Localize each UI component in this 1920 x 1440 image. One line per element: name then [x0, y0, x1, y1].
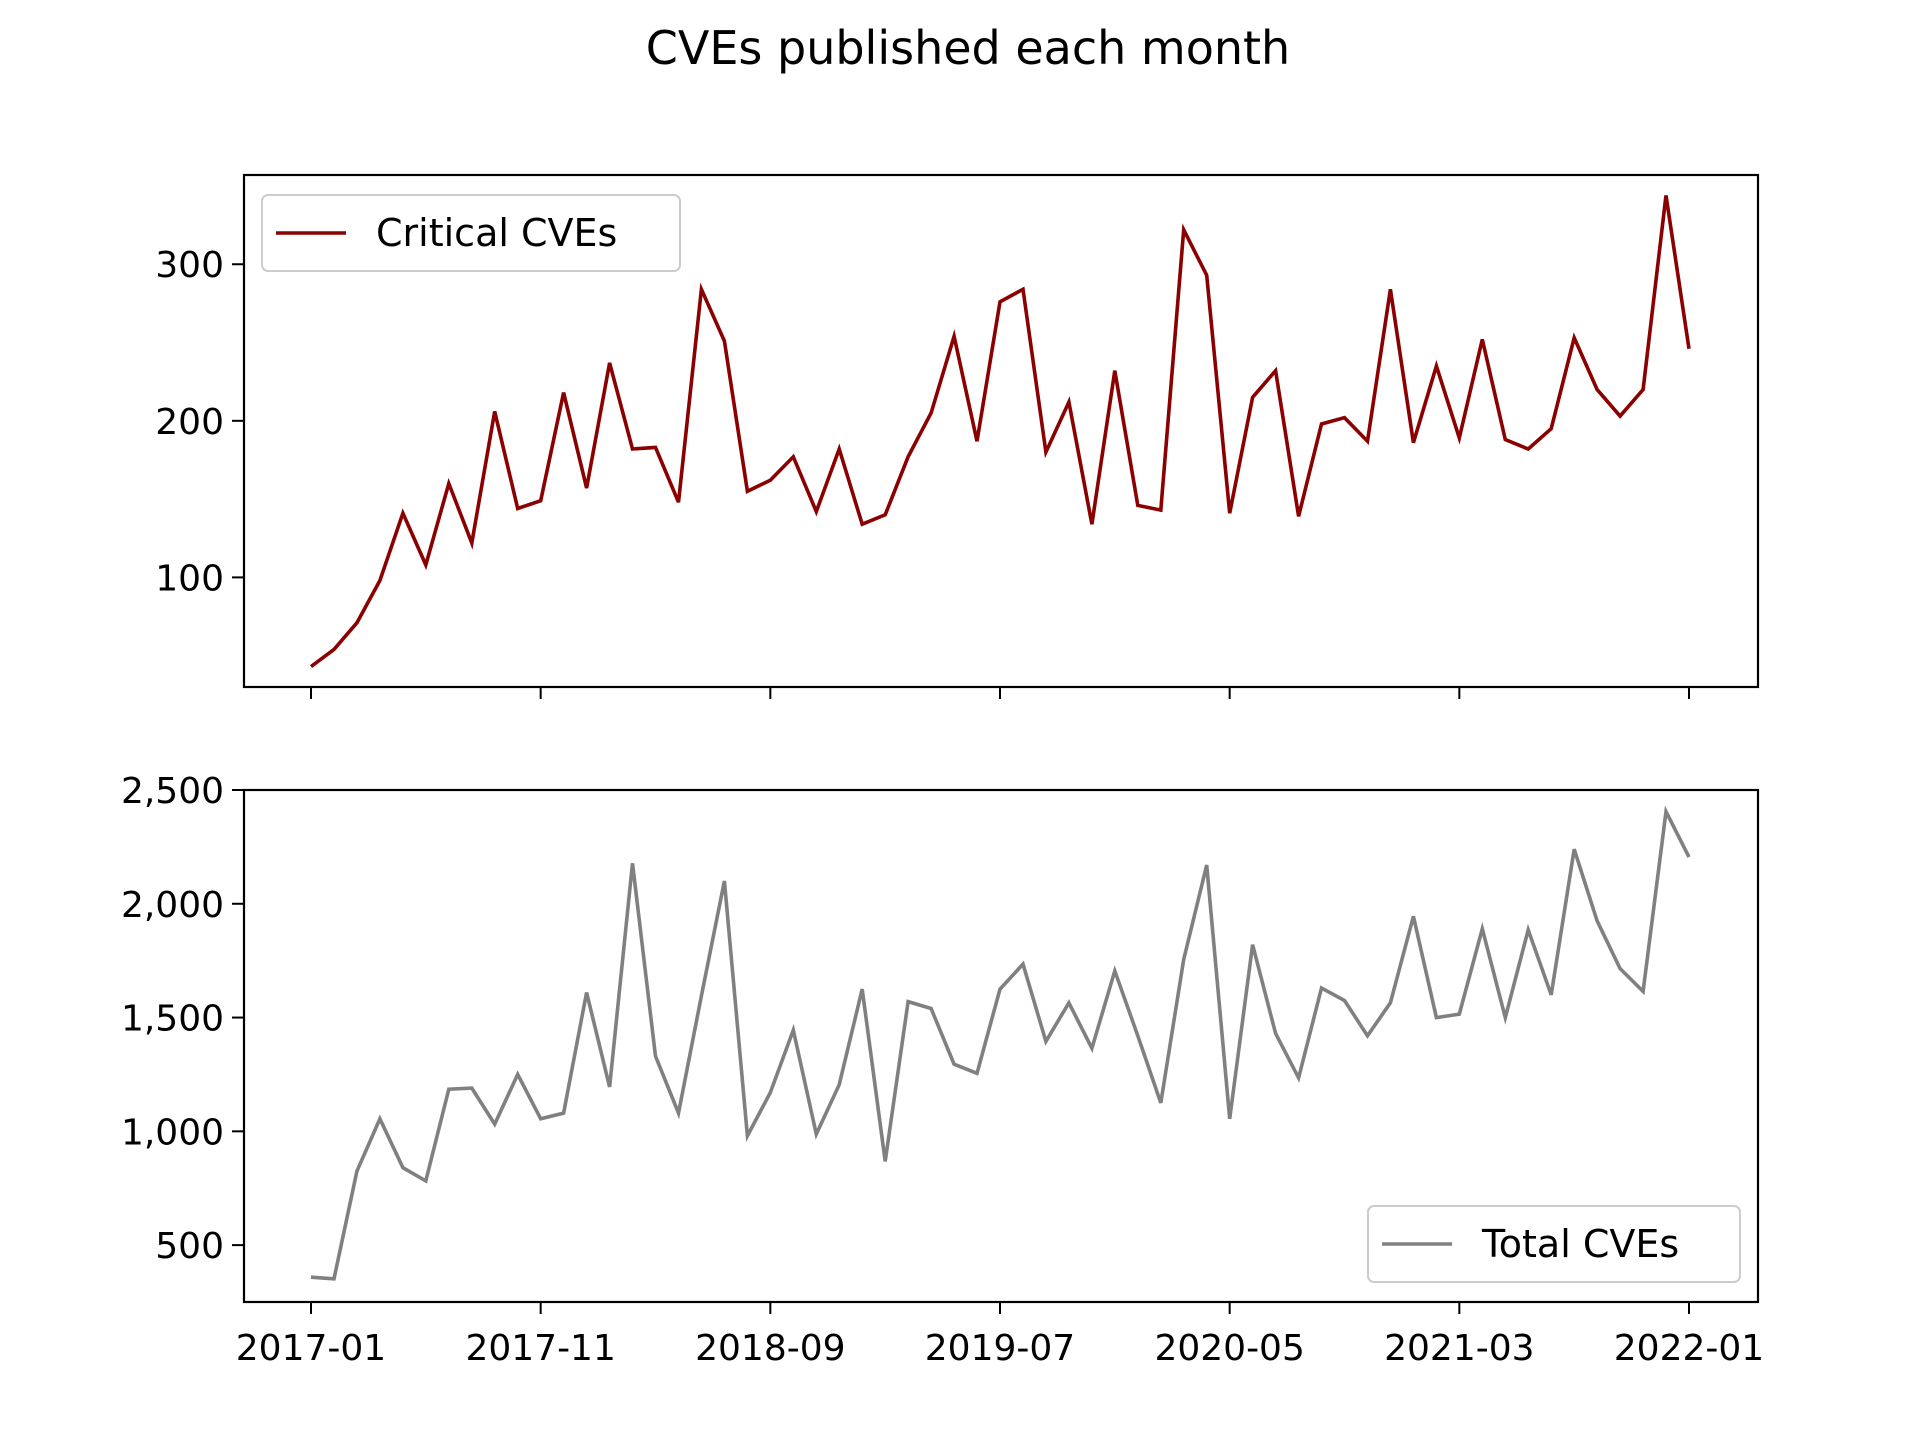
legend: Critical CVEs: [261, 194, 681, 272]
x-tick-label: 2019-07: [925, 1328, 1075, 1369]
x-tick-label: 2021-03: [1384, 1328, 1534, 1369]
figure-title: CVEs published each month: [646, 21, 1290, 75]
x-tick-label: 2020-05: [1154, 1328, 1304, 1369]
y-tick-label: 2,500: [121, 771, 224, 812]
series-line: [310, 805, 1691, 1281]
legend-box: [1367, 1205, 1741, 1283]
x-tick-label: 2017-11: [465, 1328, 615, 1369]
total-cves-panel: 2017-01 2017-11 2018-09 2019-07 2020-05 2021-…: [121, 771, 1764, 1369]
y-tick-label: 1,000: [121, 1112, 224, 1153]
critical-cves-panel: 100 200 300 Critical CVEs: [155, 173, 1760, 699]
x-tick-label: 2017-01: [236, 1328, 386, 1369]
legend-label: Critical CVEs: [376, 211, 617, 255]
y-tick-label: 100: [155, 558, 224, 599]
x-tick-label: 2018-09: [695, 1328, 845, 1369]
x-tick-label: 2022-01: [1614, 1328, 1764, 1369]
y-tick-label: 500: [155, 1226, 224, 1267]
series-line: [309, 195, 1691, 669]
y-tick-label: 1,500: [121, 999, 224, 1040]
y-tick-label: 2,000: [121, 885, 224, 926]
legend: Total CVEs: [1367, 1205, 1741, 1283]
legend-box: [261, 194, 681, 272]
legend-label: Total CVEs: [1481, 1222, 1679, 1266]
y-tick-label: 200: [155, 402, 224, 443]
y-tick-label: 300: [155, 245, 224, 286]
